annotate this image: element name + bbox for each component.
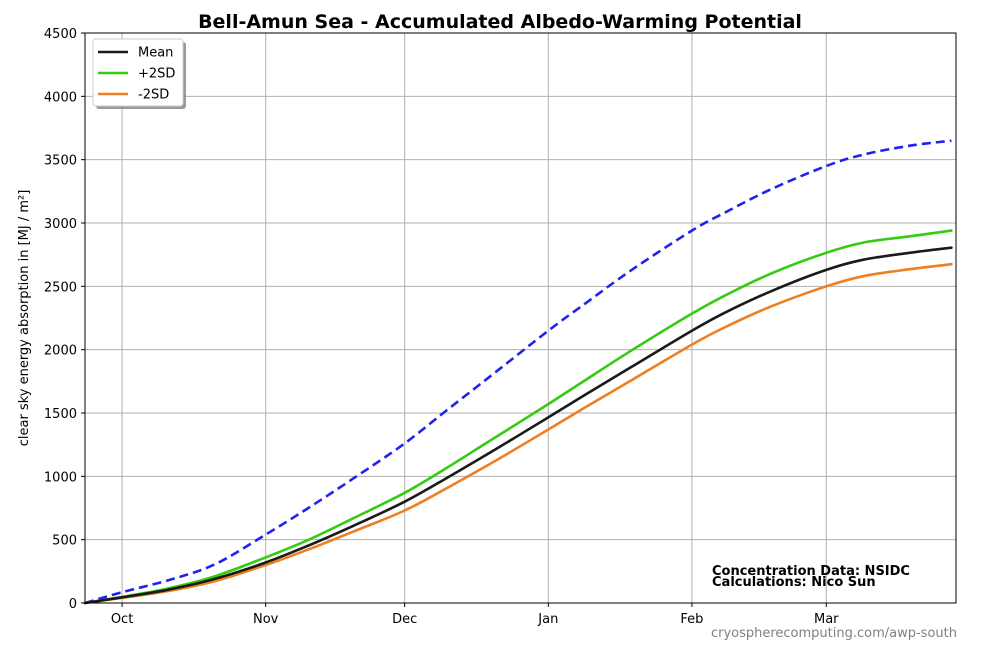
y-tick-label: 3000 — [44, 217, 77, 232]
x-tick-label: Nov — [253, 612, 279, 627]
footer-url: cryospherecomputing.com/awp-south — [711, 626, 957, 641]
y-tick-label: 0 — [69, 597, 77, 612]
credit-calculations: Calculations: Nico Sun — [712, 575, 876, 590]
y-axis-label: clear sky energy absorption in [MJ / m²] — [17, 190, 32, 447]
series-line-2sd — [83, 262, 953, 605]
chart-title: Bell-Amun Sea - Accumulated Albedo-Warmi… — [198, 11, 802, 33]
series-line-mean — [83, 246, 953, 605]
y-tick-label: 1500 — [44, 407, 77, 422]
y-tick-label: 4500 — [44, 27, 77, 42]
x-axis-ticks: Oct Nov Dec Jan Feb Mar — [111, 603, 839, 627]
y-tick-label: 4000 — [44, 90, 77, 105]
x-tick-label: Mar — [814, 612, 839, 627]
y-tick-label: 500 — [52, 534, 77, 549]
series-line-2sd — [83, 229, 953, 605]
series-line-dashed — [84, 139, 952, 605]
y-axis-ticks: 0 500 1000 1500 2000 2500 3000 3500 4000 4500 — [44, 27, 85, 612]
y-tick-label: 1000 — [44, 470, 77, 485]
series-lines — [83, 139, 953, 605]
legend-label: +2SD — [138, 67, 175, 82]
legend-box — [92, 38, 184, 107]
legend-label: Mean — [138, 46, 173, 61]
grid-lines — [85, 32, 956, 604]
y-tick-label: 2500 — [44, 280, 77, 295]
legend: Mean +2SD -2SD — [92, 38, 186, 109]
x-tick-label: Oct — [111, 612, 133, 627]
plot-area-frame — [84, 32, 957, 604]
x-tick-label: Dec — [392, 612, 417, 627]
x-tick-label: Feb — [680, 612, 703, 627]
y-tick-label: 2000 — [44, 344, 77, 359]
legend-label: -2SD — [138, 88, 169, 103]
credit-data-source: Concentration Data: NSIDC — [712, 564, 910, 579]
y-tick-label: 3500 — [44, 154, 77, 169]
x-tick-label: Jan — [537, 612, 558, 627]
